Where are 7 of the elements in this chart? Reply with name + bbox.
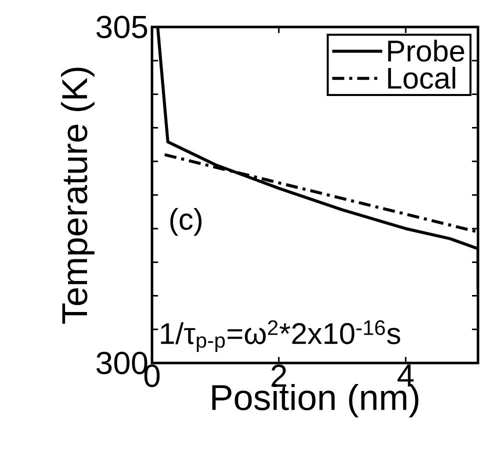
y-axis-title: Temperature (K): [61, 68, 94, 324]
annotation: (c): [170, 208, 202, 236]
legend-label: Local: [388, 66, 456, 89]
x-tick-label: 4: [398, 364, 414, 386]
annotation: 1/τ$_{p-p}$=ω$^{2}$*2x10$^{-16}$s: [161, 320, 400, 352]
y-tick-label: 305: [96, 16, 148, 38]
legend-label: Probe: [388, 40, 464, 62]
